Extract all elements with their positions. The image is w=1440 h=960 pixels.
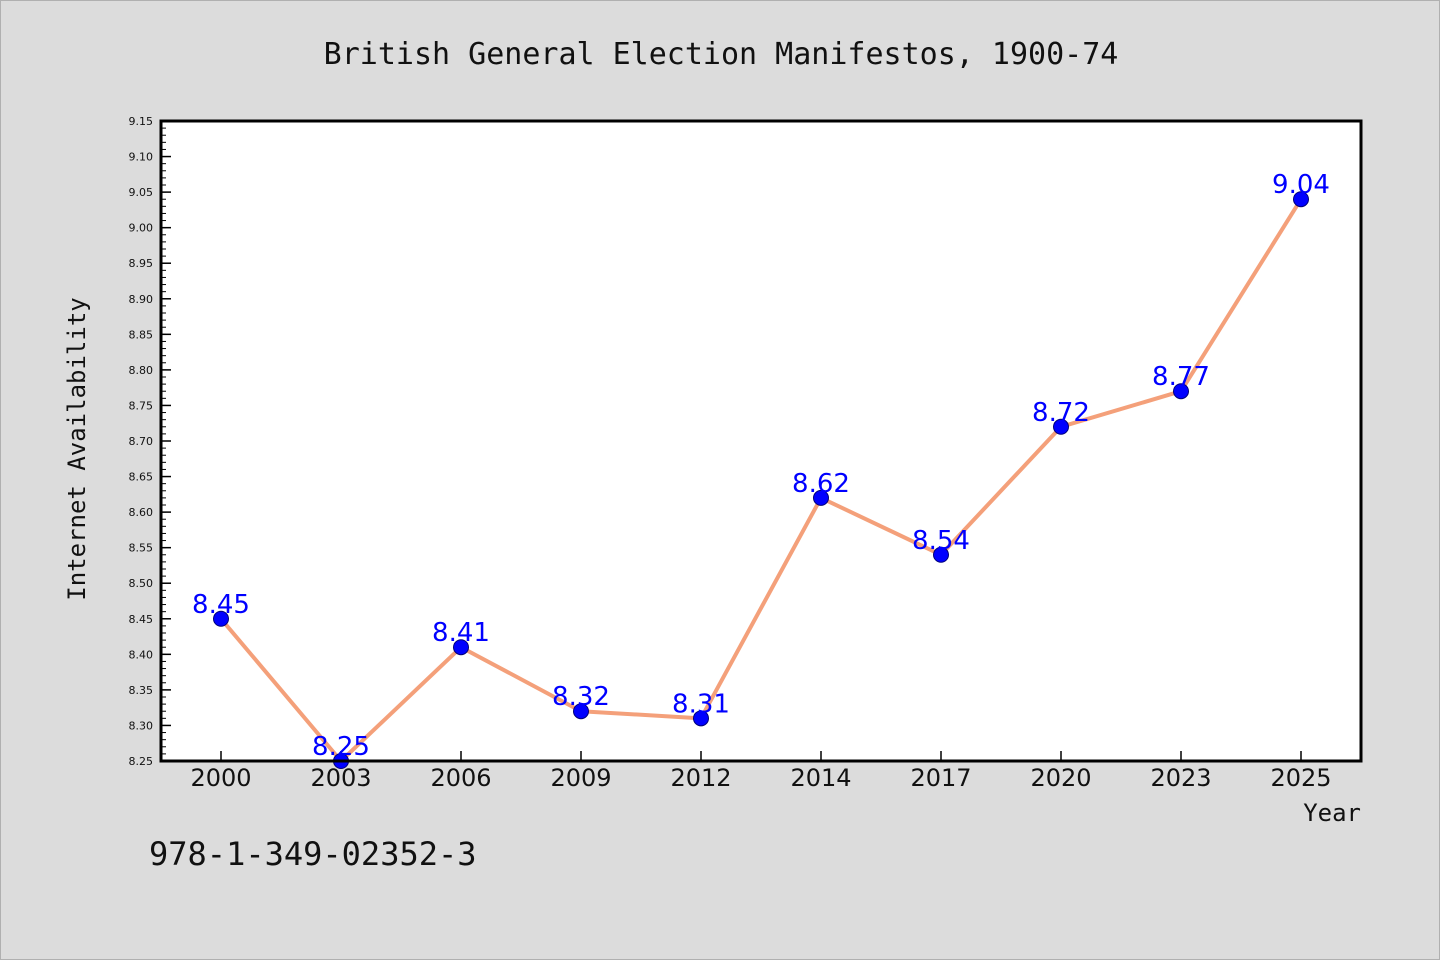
y-tick-label: 8.80 bbox=[129, 364, 154, 377]
data-label: 8.77 bbox=[1152, 362, 1210, 392]
x-axis-label: Year bbox=[1303, 799, 1361, 827]
data-label: 8.72 bbox=[1032, 398, 1090, 428]
data-label: 8.31 bbox=[672, 689, 730, 719]
y-tick-label: 8.85 bbox=[129, 328, 154, 341]
data-point bbox=[693, 710, 709, 727]
data-point bbox=[933, 546, 949, 563]
x-tick-label: 2000 bbox=[190, 764, 251, 792]
x-tick-label: 2014 bbox=[790, 764, 851, 792]
y-tick-label: 8.75 bbox=[129, 399, 154, 412]
data-label: 8.25 bbox=[312, 732, 370, 762]
data-point bbox=[1173, 383, 1189, 400]
y-axis-ticks: 8.25 8.30 8.35 8.40 8.45 8.50 8.55 8.60 8.65 8.70… bbox=[129, 115, 171, 768]
chart-title: British General Election Manifestos, 190… bbox=[324, 37, 1119, 72]
y-tick-label: 8.60 bbox=[129, 506, 154, 519]
y-tick-label: 9.15 bbox=[129, 115, 154, 128]
data-point bbox=[1293, 191, 1309, 208]
plot-frame bbox=[159, 119, 1363, 763]
data-label: 8.32 bbox=[552, 682, 610, 712]
y-tick-label: 8.50 bbox=[129, 577, 154, 590]
data-label: 9.04 bbox=[1272, 170, 1330, 200]
series-line-group bbox=[219, 197, 1303, 763]
x-tick-label: 2009 bbox=[550, 764, 611, 792]
x-tick-label: 2012 bbox=[670, 764, 731, 792]
x-tick-label: 2006 bbox=[430, 764, 491, 792]
x-tick-label: 2020 bbox=[1030, 764, 1091, 792]
x-tick-label: 2017 bbox=[910, 764, 971, 792]
data-label: 8.45 bbox=[192, 590, 250, 620]
data-point bbox=[813, 489, 829, 506]
y-tick-label: 8.90 bbox=[129, 293, 154, 306]
y-tick-label: 8.95 bbox=[129, 257, 154, 270]
y-tick-label: 8.30 bbox=[129, 719, 154, 732]
x-tick-label: 2025 bbox=[1270, 764, 1331, 792]
y-tick-label: 8.70 bbox=[129, 435, 154, 448]
data-label: 8.41 bbox=[432, 618, 490, 648]
y-tick-label: 9.05 bbox=[129, 186, 154, 199]
y-tick-label: 8.25 bbox=[129, 755, 154, 768]
data-label: 8.62 bbox=[792, 469, 850, 499]
plot-area bbox=[161, 121, 1361, 761]
x-tick-label: 2023 bbox=[1150, 764, 1211, 792]
y-tick-label: 9.10 bbox=[129, 151, 154, 164]
y-tick-label: 8.45 bbox=[129, 613, 154, 626]
data-point bbox=[213, 610, 229, 627]
isbn-footnote: 978-1-349-02352-3 bbox=[149, 835, 477, 873]
data-point bbox=[453, 639, 469, 656]
y-tick-label: 8.40 bbox=[129, 648, 154, 661]
y-tick-label: 9.00 bbox=[129, 222, 154, 235]
y-tick-label: 8.55 bbox=[129, 542, 154, 555]
y-axis-label: Internet Availability bbox=[63, 297, 91, 600]
data-labels-group: 8.45 8.25 8.41 8.32 8.31 8.62 8.54 8.72 8.77 9.04 bbox=[192, 170, 1330, 762]
data-point bbox=[573, 703, 589, 720]
series-line bbox=[219, 197, 1303, 763]
y-tick-label: 8.35 bbox=[129, 684, 154, 697]
data-point bbox=[1053, 418, 1069, 435]
data-label: 8.54 bbox=[912, 526, 970, 556]
y-tick-label: 8.65 bbox=[129, 471, 154, 484]
